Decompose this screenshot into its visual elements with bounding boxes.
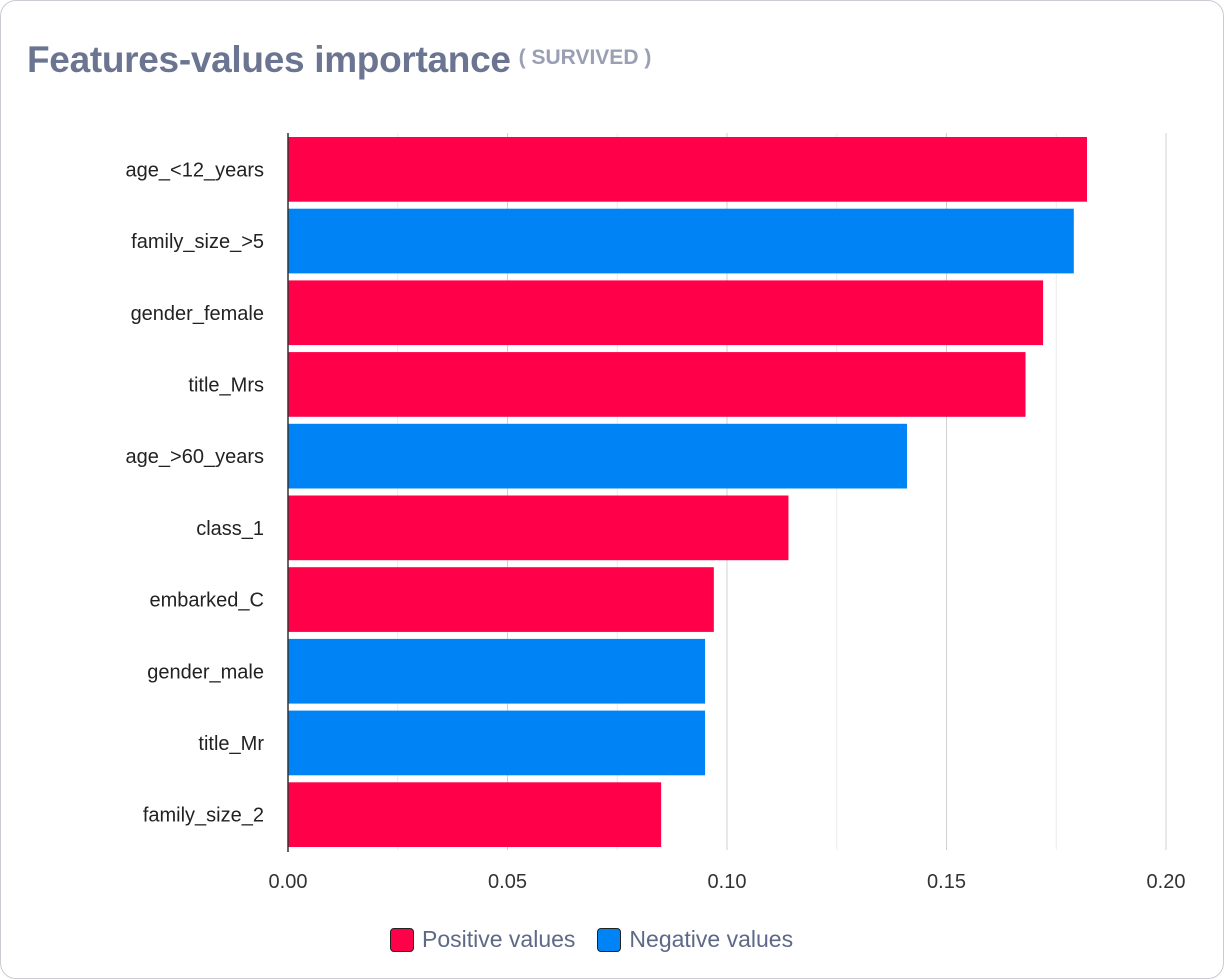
bar-family_size_>5[interactable] xyxy=(288,208,1074,274)
bar-gender_female[interactable] xyxy=(288,280,1044,346)
legend: Positive values Negative values xyxy=(390,926,815,953)
legend-label-negative: Negative values xyxy=(629,926,794,952)
category-label: title_Mrs xyxy=(188,374,264,396)
category-label: age_<12_years xyxy=(126,159,264,181)
category-label: embarked_C xyxy=(149,590,264,612)
category-label: age_>60_years xyxy=(126,446,264,468)
category-label: title_Mr xyxy=(198,733,264,755)
legend-swatch-positive xyxy=(390,927,414,952)
category-label: gender_male xyxy=(147,661,264,683)
chart-subtitle: ( SURVIVED ) xyxy=(518,46,652,69)
bar-age_>60_years[interactable] xyxy=(288,423,907,489)
title-row: Features-values importance ( SURVIVED ) xyxy=(27,39,651,81)
bar-family_size_2[interactable] xyxy=(288,782,662,847)
legend-label-positive: Positive values xyxy=(422,926,576,952)
x-tick-label: 0.10 xyxy=(708,871,747,893)
legend-item-positive[interactable]: Positive values xyxy=(390,926,575,953)
bar-age_<12_years[interactable] xyxy=(288,137,1087,202)
bar-title_Mr[interactable] xyxy=(288,710,706,776)
category-label: family_size_>5 xyxy=(131,231,264,253)
bar-title_Mrs[interactable] xyxy=(288,352,1026,417)
x-tick-label: 0.05 xyxy=(488,871,527,893)
legend-item-negative[interactable]: Negative values xyxy=(597,926,793,953)
bar-gender_male[interactable] xyxy=(288,638,706,704)
category-label: family_size_2 xyxy=(143,805,264,827)
x-tick-label: 0.15 xyxy=(927,871,966,893)
legend-swatch-negative xyxy=(597,927,622,952)
x-tick-label: 0.00 xyxy=(269,871,308,893)
category-label: class_1 xyxy=(196,518,264,540)
category-label: gender_female xyxy=(131,303,264,325)
bar-embarked_C[interactable] xyxy=(288,567,714,632)
x-tick-label: 0.20 xyxy=(1147,871,1186,893)
bar-class_1[interactable] xyxy=(288,495,789,561)
chart-title: Features-values importance xyxy=(27,39,511,80)
